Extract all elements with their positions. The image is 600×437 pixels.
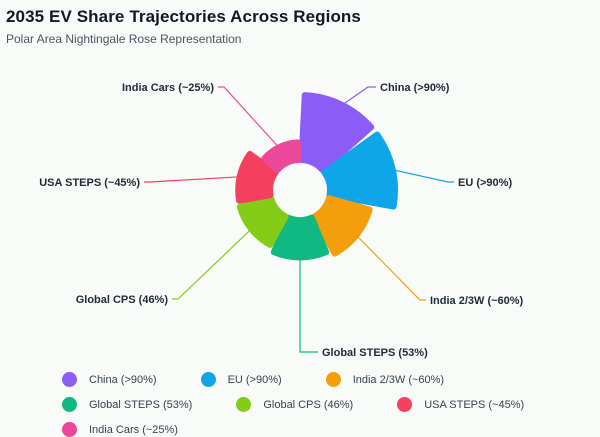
rose-chart: China (>90%) EU (>90%) India 2/3W (~60%) Gl… [39, 82, 524, 359]
rose-slice-2[interactable] [311, 195, 373, 257]
legend-label: USA STEPS (~45%) [424, 398, 525, 411]
leader-line-6 [218, 86, 281, 150]
legend-label: Global CPS (46%) [263, 398, 354, 411]
legend-item-2[interactable]: India 2/3W (~60%) [304, 372, 444, 387]
legend-item-6[interactable]: India Cars (~25%) [40, 422, 178, 437]
legend-item-5[interactable]: USA STEPS (~45%) [375, 397, 524, 412]
legend-label: China (>90%) [89, 373, 157, 386]
slice-label-4: Global CPS (46%) [76, 294, 169, 306]
rose-slice-5[interactable] [235, 150, 279, 204]
slice-label-2: India 2/3W (~60%) [430, 295, 524, 307]
legend-item-1[interactable]: EU (>90%) [179, 372, 282, 387]
rose-slice-0[interactable] [298, 92, 375, 174]
legend-label: EU (>90%) [227, 373, 282, 386]
legend-swatch [397, 397, 413, 412]
leader-line-4 [172, 227, 254, 300]
legend-swatch [62, 422, 77, 437]
legend-swatch [200, 372, 216, 387]
rose-slice-4[interactable] [236, 195, 289, 248]
legend-swatch [325, 372, 341, 387]
chart-legend: China (>90%) EU (>90%) India 2/3W (~60%) Gl… [40, 372, 580, 437]
rose-slice-1[interactable] [321, 131, 398, 210]
legend-swatch [62, 372, 77, 387]
chart-subtitle: Polar Area Nightingale Rose Representati… [6, 32, 242, 46]
chart-title: 2035 EV Share Trajectories Across Region… [6, 7, 361, 26]
legend-item-0[interactable]: China (>90%) [40, 372, 157, 387]
rose-slice-6[interactable] [261, 139, 302, 174]
legend-item-4[interactable]: Global CPS (46%) [214, 397, 353, 412]
leader-line-5 [144, 176, 242, 183]
leader-line-2 [354, 233, 426, 301]
rose-slice-3[interactable] [270, 214, 330, 261]
leader-line-1 [390, 168, 454, 183]
slice-label-0: China (>90%) [380, 82, 450, 94]
leader-line-0 [340, 86, 376, 107]
legend-item-3[interactable]: Global STEPS (53%) [40, 397, 192, 412]
legend-swatch [236, 397, 252, 412]
leader-line-3 [299, 255, 318, 353]
legend-label: Global STEPS (53%) [89, 398, 193, 411]
legend-label: India 2/3W (~60%) [352, 373, 445, 386]
slice-label-6: India Cars (~25%) [122, 82, 214, 94]
slice-label-5: USA STEPS (~45%) [39, 177, 140, 189]
slice-label-1: EU (>90%) [458, 177, 512, 189]
slice-label-3: Global STEPS (53%) [322, 347, 428, 359]
legend-label: India Cars (~25%) [89, 423, 178, 436]
legend-swatch [62, 397, 77, 412]
